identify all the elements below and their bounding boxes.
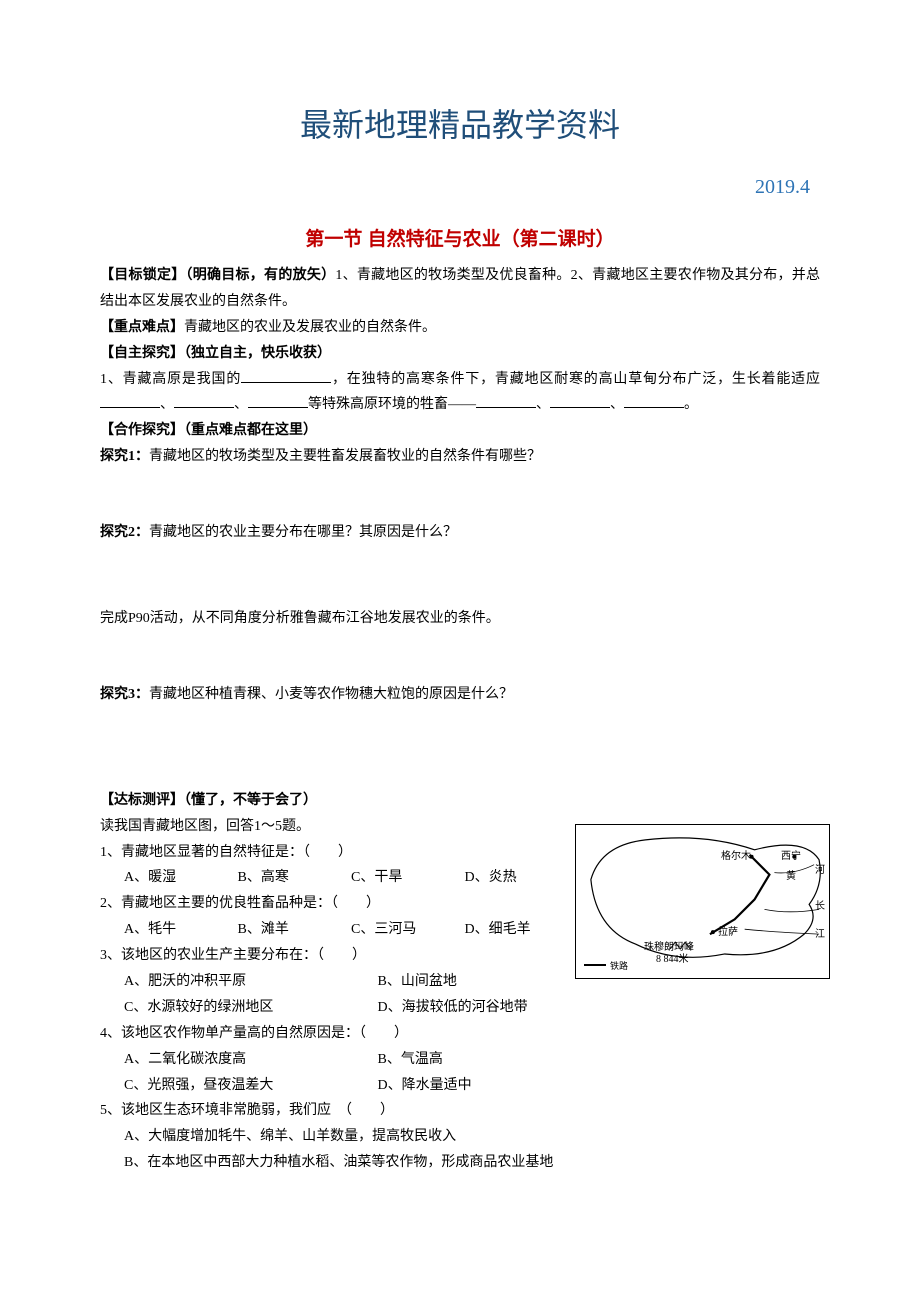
legend-line-icon [584,964,606,966]
map-label-he: 河 [815,861,825,876]
q5-b[interactable]: B、在本地区中西部大力种植水稻、油菜等农作物，形成商品农业基地 [100,1150,820,1176]
date-text: 2019.4 [100,176,820,199]
map-label-xining: 西宁 [781,847,801,862]
q2-c[interactable]: C、三河马 [351,917,461,943]
text-fragment: 、 [536,397,550,412]
map-label-jiang: 江 [815,925,825,940]
q3-c[interactable]: C、水源较好的绿洲地区 [124,995,374,1021]
q2-d[interactable]: D、细毛羊 [465,917,575,943]
self-explore-line1: 1、青藏高原是我国的 ，在独特的高寒条件下，青藏地区耐寒的高山草甸分布广泛，生长着… [100,367,820,419]
city-dot [711,930,715,934]
goals-block: 【目标锁定】（明确目标，有的放矢）1、青藏地区的牧场类型及优良畜种。2、青藏地区… [100,263,820,315]
explore1-text: 青藏地区的牧场类型及主要牲畜发展畜牧业的自然条件有哪些？ [149,449,541,464]
q3-a[interactable]: A、肥沃的冲积平原 [124,969,374,995]
q1-a[interactable]: A、暖湿 [124,865,234,891]
questions-wrap: 格尔木 西宁 河 黄 长 拉萨 江 珠穆朗玛峰 8 844米 铁路 读我国青藏地… [100,814,820,1176]
page-title: 最新地理精品教学资料 [100,100,820,146]
q5-stem: 5、该地区生态环境非常脆弱，我们应 （ ） [100,1098,820,1124]
coop-label: 【合作探究】（重点难点都在这里） [100,418,820,444]
q4-options-row1: A、二氧化碳浓度高 B、气温高 [100,1047,820,1073]
keypoints-text: 青藏地区的农业及发展农业的自然条件。 [184,320,436,335]
q5-a[interactable]: A、大幅度增加牦牛、绵羊、山羊数量，提高牧民收入 [100,1124,820,1150]
blank-fill[interactable] [174,407,234,408]
explore3-label: 探究3： [100,687,149,702]
text-fragment: 、 [160,397,174,412]
self-explore-heading: 【自主探究】（独立自主，快乐收获） [100,346,331,361]
text-fragment: 1、青藏高原是我国的 [100,372,241,387]
q4-c[interactable]: C、光照强，昼夜温差大 [124,1073,374,1099]
section-title: 第一节 自然特征与农业（第二课时） [100,224,820,251]
q1-d[interactable]: D、炎热 [465,865,575,891]
explore2-label: 探究2： [100,525,149,540]
spacer [100,708,820,788]
river-line [764,909,819,911]
assessment-label: 【达标测评】（懂了，不等于会了） [100,788,820,814]
text-fragment: ，在独特的高寒条件下，青藏地区耐寒的高山草甸分布广泛，生长着能适应 [331,372,820,387]
explore3: 探究3：青藏地区种植青稞、小麦等农作物穗大粒饱的原因是什么？ [100,682,820,708]
text-fragment: 、 [234,397,248,412]
q3-d[interactable]: D、海拔较低的河谷地带 [378,995,528,1021]
blank-fill[interactable] [624,407,684,408]
q1-c[interactable]: C、干旱 [351,865,461,891]
explore2-text: 青藏地区的农业主要分布在哪里？其原因是什么？ [149,525,457,540]
map-legend: 铁路 [584,959,628,972]
map-label-chang: 长 [815,897,825,912]
keypoints-block: 【重点难点】青藏地区的农业及发展农业的自然条件。 [100,315,820,341]
text-fragment: 等特殊高原环境的牲畜—— [308,397,476,412]
goals-label: 【目标锁定】（明确目标，有的放矢） [100,268,335,283]
q1-b[interactable]: B、高寒 [238,865,348,891]
q4-a[interactable]: A、二氧化碳浓度高 [124,1047,374,1073]
blank-fill[interactable] [476,407,536,408]
q2-a[interactable]: A、牦牛 [124,917,234,943]
q3-options-row2: C、水源较好的绿洲地区 D、海拔较低的河谷地带 [100,995,820,1021]
map-label-lasa: 拉萨 [718,923,738,938]
keypoints-label: 【重点难点】 [100,320,184,335]
map-label-elevation: 8 844米 [656,950,689,965]
blank-fill[interactable] [550,407,610,408]
q4-options-row2: C、光照强，昼夜温差大 D、降水量适中 [100,1073,820,1099]
map-label-huang: 黄 [786,867,796,882]
explore1: 探究1：青藏地区的牧场类型及主要牲畜发展畜牧业的自然条件有哪些？ [100,444,820,470]
activity-line: 完成P90活动，从不同角度分析雅鲁藏布江谷地发展农业的条件。 [100,606,820,632]
text-fragment: 。 [684,397,698,412]
blank-fill[interactable] [100,407,160,408]
blank-fill[interactable] [248,407,308,408]
map-label-geermu: 格尔木 [721,847,751,862]
q4-b[interactable]: B、气温高 [378,1047,443,1073]
spacer [100,632,820,682]
spacer [100,470,820,520]
explore1-label: 探究1： [100,449,149,464]
q4-d[interactable]: D、降水量适中 [378,1073,472,1099]
map-figure: 格尔木 西宁 河 黄 长 拉萨 江 珠穆朗玛峰 8 844米 铁路 [575,824,830,979]
legend-text: 铁路 [610,959,628,972]
q3-b[interactable]: B、山间盆地 [378,969,457,995]
q4-stem: 4、该地区农作物单产量高的自然原因是：（ ） [100,1021,820,1047]
blank-fill[interactable] [241,382,331,383]
explore2: 探究2：青藏地区的农业主要分布在哪里？其原因是什么？ [100,520,820,546]
spacer [100,546,820,606]
coop-heading: 【合作探究】（重点难点都在这里） [100,423,317,438]
explore3-text: 青藏地区种植青稞、小麦等农作物穗大粒饱的原因是什么？ [149,687,513,702]
assessment-heading: 【达标测评】（懂了，不等于会了） [100,793,317,808]
map-inner: 格尔木 西宁 河 黄 长 拉萨 江 珠穆朗玛峰 8 844米 铁路 [576,825,829,978]
q2-b[interactable]: B、滩羊 [238,917,348,943]
text-fragment: 、 [610,397,624,412]
self-explore-label: 【自主探究】（独立自主，快乐收获） [100,341,820,367]
